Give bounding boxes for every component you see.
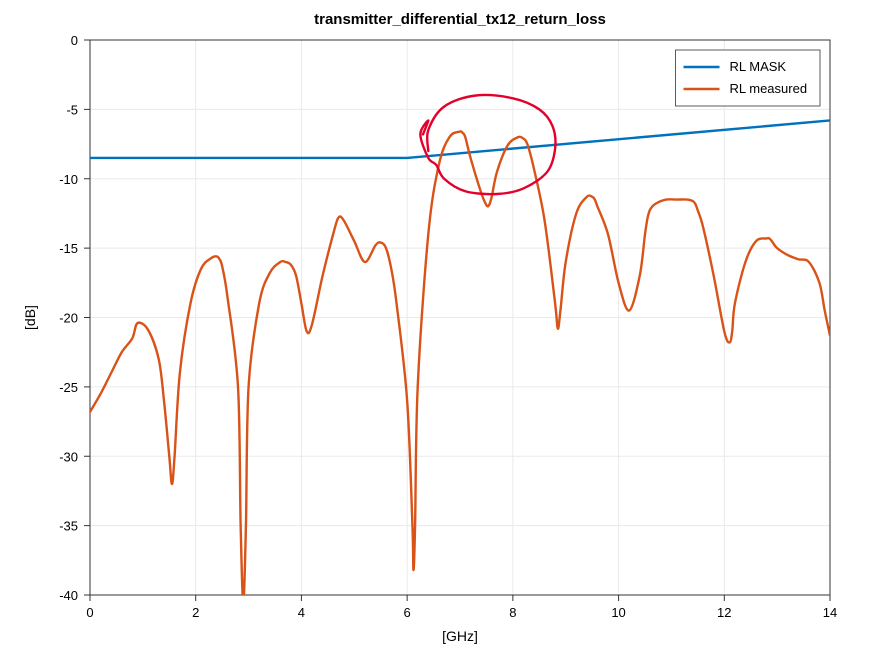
x-tick-label: 8 [509,605,516,620]
y-tick-label: -10 [59,172,78,187]
chart-title: transmitter_differential_tx12_return_los… [314,11,606,28]
x-tick-label: 6 [404,605,411,620]
y-axis-label: [dB] [22,305,38,330]
chart-container: 0 2 4 6 8 10 12 14 0 -5 -10 -15 -20 -25 -30 -35 -40 [GHz]… [0,0,875,656]
legend-label: RL MASK [730,59,787,74]
y-tick-label: -20 [59,311,78,326]
x-tick-label: 2 [192,605,199,620]
y-tick-label: -25 [59,380,78,395]
y-tick-label: -15 [59,241,78,256]
y-tick-label: -5 [66,102,78,117]
return-loss-chart: 0 2 4 6 8 10 12 14 0 -5 -10 -15 -20 -25 -30 -35 -40 [GHz]… [0,0,875,656]
x-tick-label: 0 [86,605,93,620]
y-tick-label: -40 [59,588,78,603]
y-tick-label: 0 [71,33,78,48]
x-tick-label: 14 [823,605,837,620]
x-tick-label: 10 [611,605,625,620]
x-tick-label: 12 [717,605,731,620]
legend-label: RL measured [730,81,808,96]
x-axis-label: [GHz] [442,628,478,644]
x-tick-label: 4 [298,605,305,620]
y-tick-label: -30 [59,449,78,464]
y-tick-label: -35 [59,519,78,534]
